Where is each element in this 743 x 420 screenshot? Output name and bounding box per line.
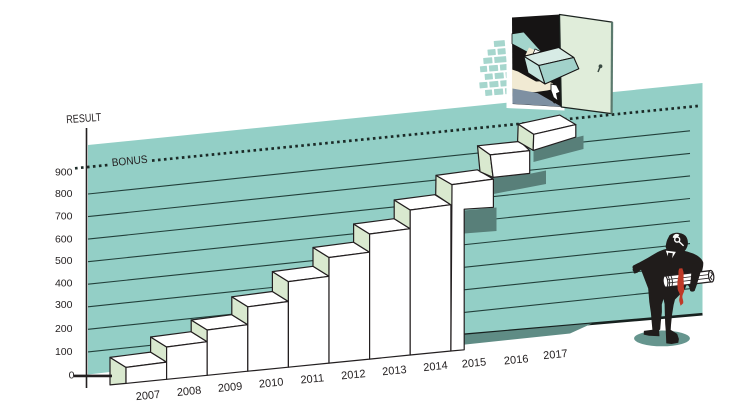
- svg-text:0: 0: [69, 369, 75, 381]
- svg-text:100: 100: [55, 346, 73, 358]
- svg-text:200: 200: [55, 323, 73, 335]
- svg-text:2015: 2015: [461, 356, 487, 370]
- svg-text:2014: 2014: [423, 360, 449, 374]
- svg-text:2012: 2012: [341, 368, 367, 382]
- svg-text:2016: 2016: [503, 353, 529, 367]
- svg-text:800: 800: [55, 188, 73, 200]
- svg-text:2007: 2007: [135, 389, 161, 403]
- svg-text:2017: 2017: [543, 348, 569, 362]
- svg-text:RESULT: RESULT: [66, 112, 102, 126]
- svg-text:2008: 2008: [176, 385, 202, 399]
- svg-text:300: 300: [55, 299, 73, 311]
- svg-text:2010: 2010: [258, 376, 284, 390]
- svg-text:700: 700: [55, 211, 73, 223]
- svg-text:BONUS: BONUS: [111, 154, 148, 170]
- svg-text:600: 600: [55, 234, 73, 246]
- svg-text:2011: 2011: [300, 372, 325, 386]
- svg-text:500: 500: [55, 255, 73, 267]
- svg-text:400: 400: [55, 278, 73, 290]
- svg-text:2009: 2009: [217, 381, 243, 395]
- svg-text:900: 900: [55, 167, 73, 179]
- svg-text:2013: 2013: [382, 364, 408, 378]
